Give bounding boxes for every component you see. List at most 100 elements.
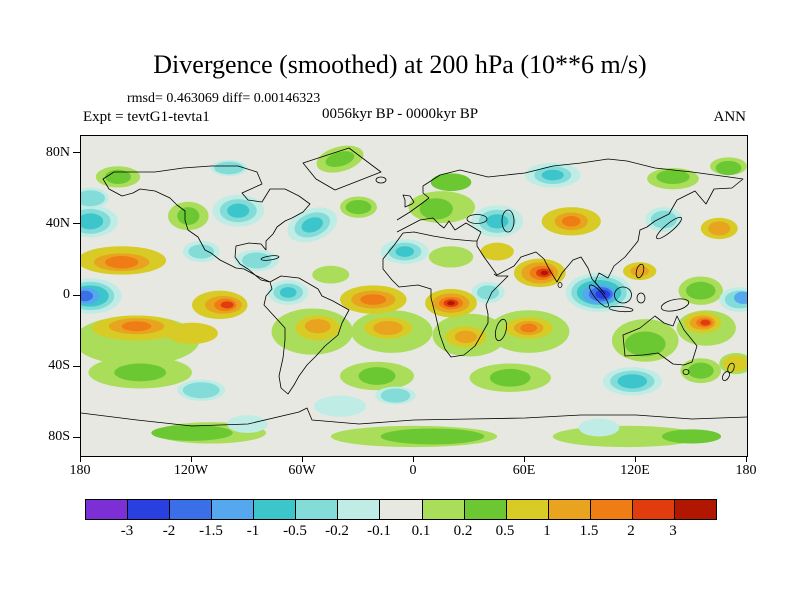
colorbar-tick-label: 0.2 (453, 523, 473, 539)
coast-java (608, 305, 634, 313)
contour-blob (227, 203, 250, 218)
contour-blob (541, 169, 564, 181)
contour-blob (220, 301, 234, 309)
contour-blob (476, 285, 500, 300)
lon-tick (301, 456, 303, 462)
contour-blob (373, 320, 403, 336)
map-background (81, 136, 747, 456)
colorbar-cell (506, 500, 549, 519)
coast-tasmania (682, 369, 690, 375)
stats-line: rmsd= 0.463069 diff= 0.00146323 (127, 91, 321, 106)
contour-blob (630, 265, 649, 277)
coast-cuba (260, 255, 280, 261)
colorbar-tick-label: 0.1 (411, 523, 431, 539)
lon-tick-label: 0 (409, 463, 417, 478)
plot-title: Divergence (smoothed) at 200 hPa (10**6 … (153, 50, 647, 79)
contour-blob (358, 367, 396, 385)
contour-blob (312, 265, 350, 284)
lat-tick (73, 223, 80, 225)
lon-tick-label: 60E (512, 463, 536, 478)
coast-australia (622, 315, 698, 366)
colorbar-cell (632, 500, 675, 519)
contour-blob (715, 160, 742, 176)
coast-madagascar (494, 318, 508, 342)
contour-blob (395, 246, 414, 257)
contour-blob (617, 374, 648, 389)
lat-tick-label: 40S (48, 358, 70, 374)
contour-blob (214, 161, 244, 175)
contour-blob (430, 173, 472, 192)
colorbar-tick-label: 3 (669, 523, 677, 539)
colorbar-tick-label: -1.5 (199, 523, 223, 539)
contour-blob (489, 368, 531, 387)
contour-blob (177, 207, 200, 225)
contour-blob (428, 246, 474, 268)
colorbar-cell (380, 500, 423, 519)
contour-blob (188, 244, 215, 259)
lat-tick (73, 152, 80, 154)
coast-philippines (635, 263, 645, 279)
map-frame (80, 135, 748, 457)
lat-tick (73, 294, 80, 296)
colorbar-labels: -3 -2 -1.5 -1 -0.5 -0.2 -0.1 0.1 0.2 0.5 1 1.5 2 3 (85, 523, 715, 541)
coast-new-zealand-south (721, 371, 731, 381)
contour-blob (454, 330, 477, 344)
lon-tick (79, 456, 81, 462)
lon-tick (634, 456, 636, 462)
contour-blob (81, 213, 104, 230)
coast-antarctica (81, 407, 747, 427)
colorbar-tick-label: -1 (246, 523, 260, 539)
contour-blob (325, 151, 355, 167)
contour-blob (380, 428, 485, 445)
colorbar-tick-label: 0.5 (495, 523, 515, 539)
coast-borneo (614, 286, 632, 304)
coast-japan (656, 216, 682, 240)
contour-blob (722, 355, 747, 372)
contour-blob (624, 331, 666, 357)
coast-iceland (375, 176, 387, 184)
contour-blob (105, 256, 139, 269)
experiment-label: Expt = tevtG1-tevta1 (83, 109, 210, 125)
colorbar-cell (338, 500, 381, 519)
coast-sulawesi (636, 292, 646, 304)
colorbar-cell (128, 500, 171, 519)
contour-blob (304, 319, 331, 334)
coast-greenland (302, 147, 382, 191)
lat-tick (73, 365, 80, 367)
coast-sri-lanka (557, 282, 563, 288)
contour-blob (540, 270, 549, 276)
colorbar-cell (674, 500, 716, 519)
contour-blob (700, 319, 711, 326)
contour-blob (151, 424, 233, 441)
colorbar-tick-label: -0.1 (367, 523, 391, 539)
contour-blob (650, 210, 677, 229)
contour-blob (486, 214, 509, 229)
contour-blob (279, 287, 297, 298)
lon-tick (190, 456, 192, 462)
contour-blob (380, 388, 411, 403)
colorbar-cell (86, 500, 129, 519)
contour-blob (520, 323, 538, 333)
contour-blob (447, 300, 455, 306)
colorbar-tick-label: 1 (543, 523, 551, 539)
colorbar-tick-label: -3 (120, 523, 134, 539)
colorbar-cell (170, 500, 213, 519)
colorbar-cell (464, 500, 507, 519)
contour-blob (685, 281, 716, 300)
lat-tick-label: 0 (63, 287, 70, 302)
colorbar (85, 499, 717, 520)
contour-blob (114, 363, 167, 382)
contour-blob (661, 429, 722, 444)
lon-tick-label: 180 (735, 463, 757, 478)
coast-sumatra (589, 284, 609, 308)
colorbar-cell (254, 500, 297, 519)
lon-tick (412, 456, 414, 462)
contour-blob (241, 252, 272, 269)
contour-blob (360, 294, 387, 305)
lon-tick-label: 120W (173, 463, 209, 478)
contour-blob (166, 322, 218, 344)
coast-africa (382, 232, 509, 358)
contour-blob (121, 321, 152, 332)
contour-blob (345, 200, 372, 215)
